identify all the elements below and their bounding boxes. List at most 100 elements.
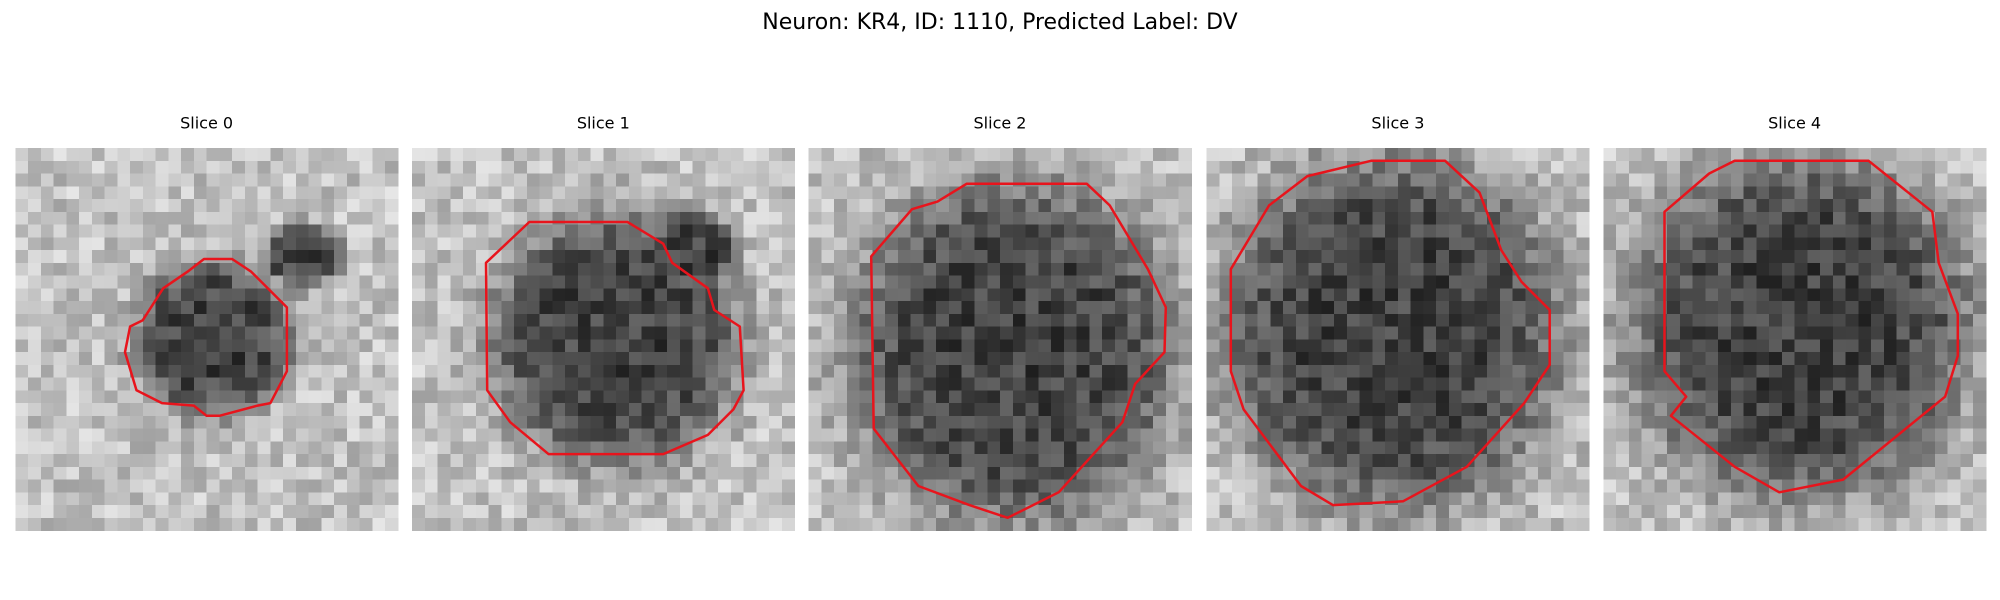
image-pixel: [628, 492, 643, 506]
image-pixel: [718, 250, 732, 264]
image-pixel: [270, 262, 284, 277]
image-pixel: [1178, 479, 1192, 493]
image-pixel: [66, 479, 80, 493]
image-pixel: [1436, 173, 1450, 187]
image-pixel: [692, 390, 706, 404]
image-pixel: [910, 377, 924, 391]
image-pixel: [1372, 313, 1386, 328]
image-pixel: [1448, 364, 1463, 379]
image-pixel: [1385, 505, 1399, 519]
image-pixel: [1051, 479, 1065, 493]
image-pixel: [628, 390, 643, 404]
image-pixel: [1538, 199, 1552, 213]
image-pixel: [654, 352, 668, 366]
image-pixel: [1038, 199, 1052, 213]
image-pixel: [1025, 352, 1039, 366]
image-pixel: [321, 186, 335, 200]
image-pixel: [781, 160, 796, 174]
image-pixel: [514, 301, 528, 315]
image-pixel: [1232, 313, 1246, 328]
image-pixel: [501, 492, 515, 506]
image-pixel: [359, 428, 373, 442]
image-pixel: [1000, 288, 1014, 302]
image-pixel: [1308, 160, 1322, 174]
image-pixel: [1372, 237, 1386, 251]
image-pixel: [769, 211, 783, 226]
image-pixel: [219, 479, 233, 493]
image-pixel: [1858, 492, 1872, 506]
image-pixel: [1153, 237, 1167, 251]
image-pixel: [257, 262, 271, 277]
image-pixel: [987, 492, 1001, 506]
image-pixel: [1641, 505, 1655, 519]
image-pixel: [1563, 390, 1577, 404]
image-pixel: [346, 466, 361, 481]
image-pixel: [270, 428, 284, 442]
image-pixel: [1960, 301, 1974, 315]
image-pixel: [1487, 262, 1501, 277]
image-pixel: [1512, 517, 1526, 532]
image-pixel: [1102, 160, 1116, 174]
image-pixel: [1423, 415, 1437, 430]
image-pixel: [1960, 339, 1974, 353]
image-pixel: [834, 326, 848, 340]
image-pixel: [834, 492, 848, 506]
image-pixel: [1283, 403, 1297, 417]
image-pixel: [501, 211, 515, 226]
image-pixel: [641, 275, 655, 289]
image-pixel: [756, 326, 770, 340]
image-pixel: [923, 211, 937, 226]
image-pixel: [1423, 237, 1437, 251]
image-pixel: [1705, 186, 1719, 200]
image-pixel: [1973, 160, 1987, 174]
image-pixel: [424, 339, 438, 353]
image-pixel: [1730, 250, 1745, 264]
image-pixel: [1769, 505, 1783, 519]
image-pixel: [910, 224, 924, 238]
image-pixel: [1679, 454, 1694, 468]
image-pixel: [1359, 454, 1373, 468]
image-pixel: [1858, 211, 1872, 226]
image-pixel: [1308, 288, 1322, 302]
image-pixel: [1845, 339, 1859, 353]
image-pixel: [514, 237, 528, 251]
image-pixel: [206, 313, 220, 328]
image-pixel: [1025, 517, 1039, 532]
image-pixel: [1423, 199, 1437, 213]
image-pixel: [948, 326, 963, 340]
image-pixel: [130, 211, 144, 226]
image-pixel: [1436, 326, 1450, 340]
image-pixel: [1858, 301, 1872, 315]
image-pixel: [1165, 505, 1180, 519]
image-pixel: [1102, 364, 1116, 379]
image-pixel: [834, 148, 848, 162]
image-pixel: [488, 364, 502, 379]
image-pixel: [526, 288, 541, 302]
image-pixel: [130, 492, 144, 506]
image-pixel: [808, 428, 822, 442]
image-pixel: [1616, 173, 1630, 187]
image-pixel: [1397, 390, 1412, 404]
image-pixel: [219, 428, 233, 442]
image-pixel: [1871, 454, 1885, 468]
image-pixel: [1334, 505, 1348, 519]
image-pixel: [1076, 148, 1090, 162]
image-pixel: [1257, 288, 1271, 302]
image-pixel: [1756, 466, 1770, 481]
image-pixel: [1743, 326, 1757, 340]
image-pixel: [885, 237, 899, 251]
image-pixel: [168, 313, 182, 328]
image-pixel: [821, 224, 835, 238]
image-pixel: [834, 415, 848, 430]
image-pixel: [974, 199, 988, 213]
image-pixel: [1781, 352, 1796, 366]
image-pixel: [718, 441, 732, 455]
image-pixel: [539, 173, 553, 187]
image-pixel: [308, 466, 322, 481]
image-pixel: [616, 250, 630, 264]
image-pixel: [1372, 275, 1386, 289]
image-pixel: [846, 148, 861, 162]
image-pixel: [1178, 199, 1192, 213]
image-pixel: [359, 377, 373, 391]
